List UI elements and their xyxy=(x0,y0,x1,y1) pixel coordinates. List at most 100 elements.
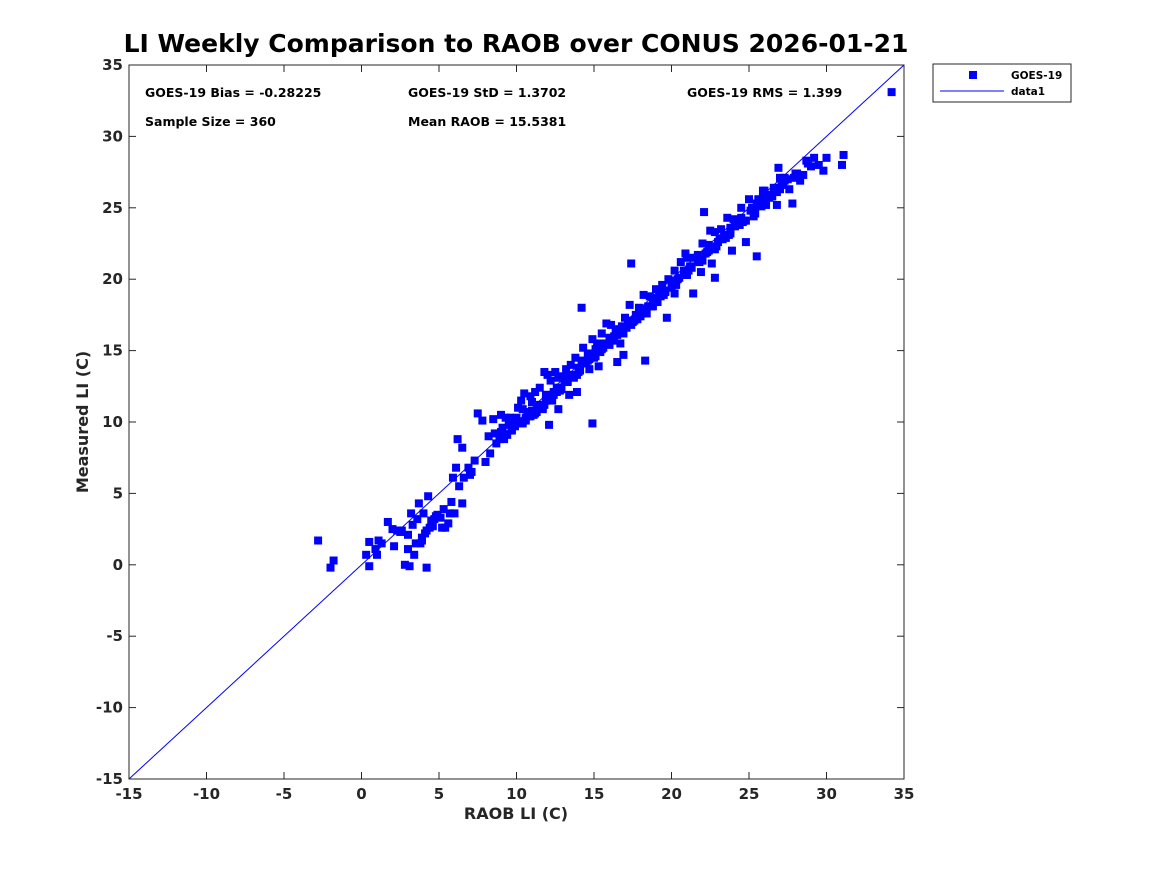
scatter-point xyxy=(452,463,461,472)
y-tick-label: -15 xyxy=(96,770,123,788)
scatter-point xyxy=(639,305,648,314)
scatter-point xyxy=(793,169,802,178)
y-tick-label: 25 xyxy=(102,199,123,217)
y-axis-label: Measured LI (C) xyxy=(73,351,92,493)
scatter-point xyxy=(607,320,616,329)
scatter-point xyxy=(478,416,487,425)
scatter-point xyxy=(458,443,467,452)
scatter-point xyxy=(672,276,681,285)
scatter-point xyxy=(528,398,536,407)
scatter-point xyxy=(594,362,603,371)
scatter-point xyxy=(500,435,509,444)
scatter-point xyxy=(653,298,662,307)
scatter-point xyxy=(574,368,583,377)
scatter-point xyxy=(777,180,786,189)
scatter-point xyxy=(383,517,392,526)
scatter-point xyxy=(681,270,690,279)
legend-entry-data1: data1 xyxy=(1011,86,1045,98)
scatter-point xyxy=(658,280,667,289)
chart-title: LI Weekly Comparison to RAOB over CONUS … xyxy=(124,29,909,58)
scatter-point xyxy=(497,427,505,436)
scatter-points xyxy=(314,88,896,572)
scatter-point xyxy=(731,222,740,231)
scatter-point xyxy=(757,202,766,211)
scatter-point xyxy=(506,413,515,422)
scatter-point xyxy=(689,289,698,298)
scatter-point xyxy=(814,160,823,169)
scatter-point xyxy=(758,193,767,202)
scatter-point xyxy=(700,208,709,217)
scatter-point xyxy=(710,273,719,282)
x-tick-label: 30 xyxy=(816,785,837,803)
scatter-point xyxy=(772,188,781,197)
scatter-point xyxy=(503,430,512,439)
y-tick-label: 10 xyxy=(102,413,123,431)
scatter-point xyxy=(579,343,588,352)
scatter-point xyxy=(407,509,416,518)
scatter-point xyxy=(621,313,629,322)
scatter-point xyxy=(473,409,482,418)
scatter-point xyxy=(404,545,412,554)
scatter-point xyxy=(371,545,380,554)
scatter-point xyxy=(683,266,691,275)
scatter-point xyxy=(541,396,550,405)
scatter-point xyxy=(414,499,423,508)
scatter-point xyxy=(723,213,732,222)
scatter-point xyxy=(521,413,530,422)
scatter-point xyxy=(540,400,549,409)
scatter-point xyxy=(749,212,758,221)
scatter-point xyxy=(588,335,597,344)
scatter-point xyxy=(611,325,620,334)
scatter-point xyxy=(726,223,735,232)
scatter-point xyxy=(788,199,797,208)
scatter-point xyxy=(822,153,831,162)
scatter-point xyxy=(746,206,755,215)
scatter-point xyxy=(681,249,690,258)
scatter-point xyxy=(517,396,526,405)
scatter-point xyxy=(365,562,374,571)
scatter-point xyxy=(448,473,457,482)
scatter-point xyxy=(540,368,549,377)
scatter-point xyxy=(520,389,529,398)
scatter-point xyxy=(535,400,544,409)
bias-annotation: GOES-19 Bias = -0.28225 xyxy=(145,85,321,100)
x-axis-ticks: -15 -10 -5 0 5 10 15 20 25 30 35 xyxy=(115,65,914,803)
scatter-point xyxy=(417,533,426,542)
scatter-point xyxy=(605,340,614,349)
scatter-point xyxy=(802,156,811,165)
scatter-point xyxy=(489,415,498,424)
scatter-point xyxy=(362,550,371,559)
x-tick-label: 20 xyxy=(661,785,682,803)
scatter-point xyxy=(507,426,516,435)
x-tick-label: 15 xyxy=(584,785,605,803)
scatter-point xyxy=(745,195,753,204)
scatter-point xyxy=(769,183,778,192)
scatter-point xyxy=(445,509,454,518)
scatter-point xyxy=(492,439,501,448)
scatter-point xyxy=(481,457,490,466)
scatter-point xyxy=(497,410,505,419)
scatter-point xyxy=(572,388,581,397)
scatter-point xyxy=(526,392,535,401)
scatter-point xyxy=(548,396,557,405)
scatter-point xyxy=(552,388,561,397)
legend-entry-goes: GOES-19 xyxy=(1011,70,1062,82)
scatter-point xyxy=(436,513,445,522)
scatter-point xyxy=(628,318,637,327)
scatter-point xyxy=(683,253,691,262)
y-tick-label: -5 xyxy=(106,627,123,645)
scatter-point xyxy=(766,192,775,201)
scatter-point xyxy=(531,388,540,397)
x-tick-label: 10 xyxy=(506,785,527,803)
scatter-point xyxy=(545,420,554,429)
scatter-point xyxy=(413,515,422,524)
x-tick-label: -15 xyxy=(115,785,142,803)
scatter-point xyxy=(498,423,507,432)
scatter-point xyxy=(741,216,750,225)
scatter-point xyxy=(388,525,397,534)
scatter-point xyxy=(796,176,805,185)
one-to-one-line xyxy=(128,64,905,780)
scatter-point xyxy=(670,266,679,275)
scatter-point xyxy=(726,229,735,238)
scatter-point xyxy=(518,405,527,414)
